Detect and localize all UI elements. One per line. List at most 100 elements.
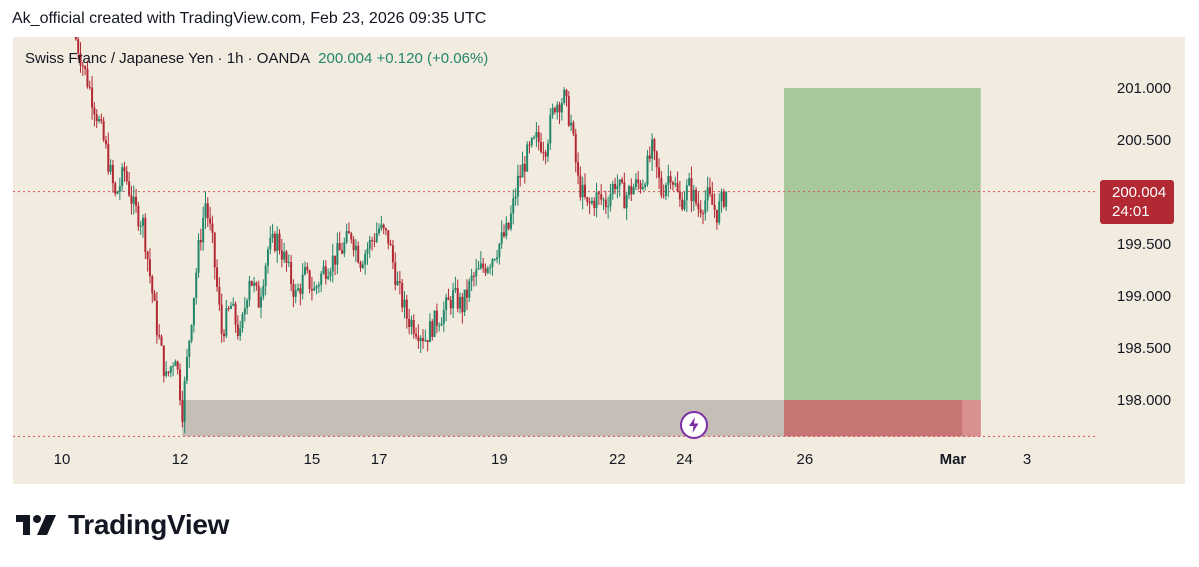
candle-body <box>424 339 427 341</box>
brand-wordmark: TradingView <box>68 509 230 540</box>
x-tick-label: 12 <box>172 451 189 468</box>
tradingview-logo[interactable]: TradingView <box>16 508 229 542</box>
candle-body <box>445 297 448 311</box>
candle-body <box>338 243 341 251</box>
candle-body <box>313 288 316 291</box>
candle-body <box>600 194 603 200</box>
candle-body <box>341 250 344 254</box>
candle-body <box>477 268 480 270</box>
candle-body <box>442 310 445 324</box>
candle-body <box>190 325 193 341</box>
candle-body <box>357 245 360 263</box>
candle-body <box>250 280 253 286</box>
candle-body <box>639 183 642 189</box>
candle-body <box>546 143 549 157</box>
candle-body <box>118 186 121 192</box>
candle-body <box>239 328 242 336</box>
candle-body <box>384 228 387 231</box>
candle-body <box>452 290 455 309</box>
candle-body <box>347 231 350 234</box>
candle-body <box>459 297 462 309</box>
candle-body <box>472 275 475 277</box>
candle-body <box>160 336 163 346</box>
candle-body <box>558 104 561 113</box>
candle-body <box>283 251 286 260</box>
candle-body <box>153 293 156 301</box>
candle-body <box>206 203 209 219</box>
candle-body <box>266 249 269 266</box>
candle-body <box>88 86 91 88</box>
candle-body <box>496 257 499 260</box>
loss-zone <box>784 400 981 437</box>
candle-body <box>243 308 246 315</box>
candle-body <box>371 240 374 242</box>
candle-body <box>100 119 103 122</box>
candle-body <box>176 361 179 370</box>
candle-body <box>401 282 404 308</box>
candle-body <box>84 66 87 69</box>
candle-body <box>322 266 325 274</box>
candle-body <box>276 233 279 251</box>
candle-body <box>540 141 543 152</box>
candle-body <box>470 275 473 281</box>
candle-body <box>299 288 302 294</box>
candle-body <box>211 223 214 233</box>
candle-body <box>526 144 529 172</box>
candle-body <box>482 263 485 269</box>
candle-body <box>151 276 154 294</box>
candle-body <box>685 185 688 201</box>
candle-body <box>720 191 723 202</box>
current-price-tag: 200.004 24:01 <box>1100 180 1174 224</box>
candle-body <box>278 233 281 251</box>
candle-body <box>523 163 526 172</box>
candle-body <box>634 179 637 188</box>
candle-body <box>542 151 545 153</box>
candle-body <box>93 107 96 115</box>
candle-body <box>128 181 131 196</box>
candle-body <box>493 259 496 261</box>
candle-body <box>135 196 138 206</box>
chart-canvas[interactable]: 201.000 200.500 199.500 199.000 198.500 198.0… <box>13 37 1185 484</box>
candle-body <box>216 267 219 287</box>
lightning-bolt-icon[interactable] <box>680 411 708 439</box>
y-tick-label: 199.000 <box>1117 288 1171 305</box>
candle-body <box>116 191 119 194</box>
candle-body <box>74 37 77 40</box>
candle-body <box>669 176 672 183</box>
candle-body <box>220 304 223 334</box>
loss-zone-edge <box>962 400 981 437</box>
x-tick-label: 3 <box>1023 451 1031 468</box>
candle-body <box>695 189 698 204</box>
chart-panel[interactable]: 201.000 200.500 199.500 199.000 198.500 198.0… <box>13 37 1185 484</box>
candle-body <box>308 270 311 289</box>
candle-body <box>95 114 98 122</box>
candle-body <box>396 281 399 285</box>
symbol-label[interactable]: Swiss Franc / Japanese Yen · 1h · OANDA <box>25 50 311 67</box>
candle-body <box>123 167 126 172</box>
candle-body <box>141 217 144 226</box>
candle-body <box>227 308 230 310</box>
candle-body <box>174 361 177 366</box>
candle-body <box>315 286 318 289</box>
candle-body <box>378 228 381 234</box>
candle-body <box>410 319 413 327</box>
x-tick-label: 24 <box>676 451 693 468</box>
candle-body <box>438 325 441 327</box>
candle-body <box>507 222 510 229</box>
candle-body <box>574 133 577 163</box>
candle-body <box>549 115 552 144</box>
candle-body <box>509 213 512 229</box>
candle-body <box>183 380 186 422</box>
candle-body <box>273 233 276 251</box>
candle-body <box>234 303 237 325</box>
candle-body <box>218 286 221 305</box>
candle-body <box>232 303 235 306</box>
candle-body <box>310 288 313 291</box>
candle-body <box>179 369 182 401</box>
candle-body <box>702 213 705 215</box>
candle-body <box>521 163 524 178</box>
candle-body <box>132 196 135 204</box>
candle-body <box>514 196 517 199</box>
candle-body <box>713 204 716 210</box>
candle-body <box>148 259 151 277</box>
